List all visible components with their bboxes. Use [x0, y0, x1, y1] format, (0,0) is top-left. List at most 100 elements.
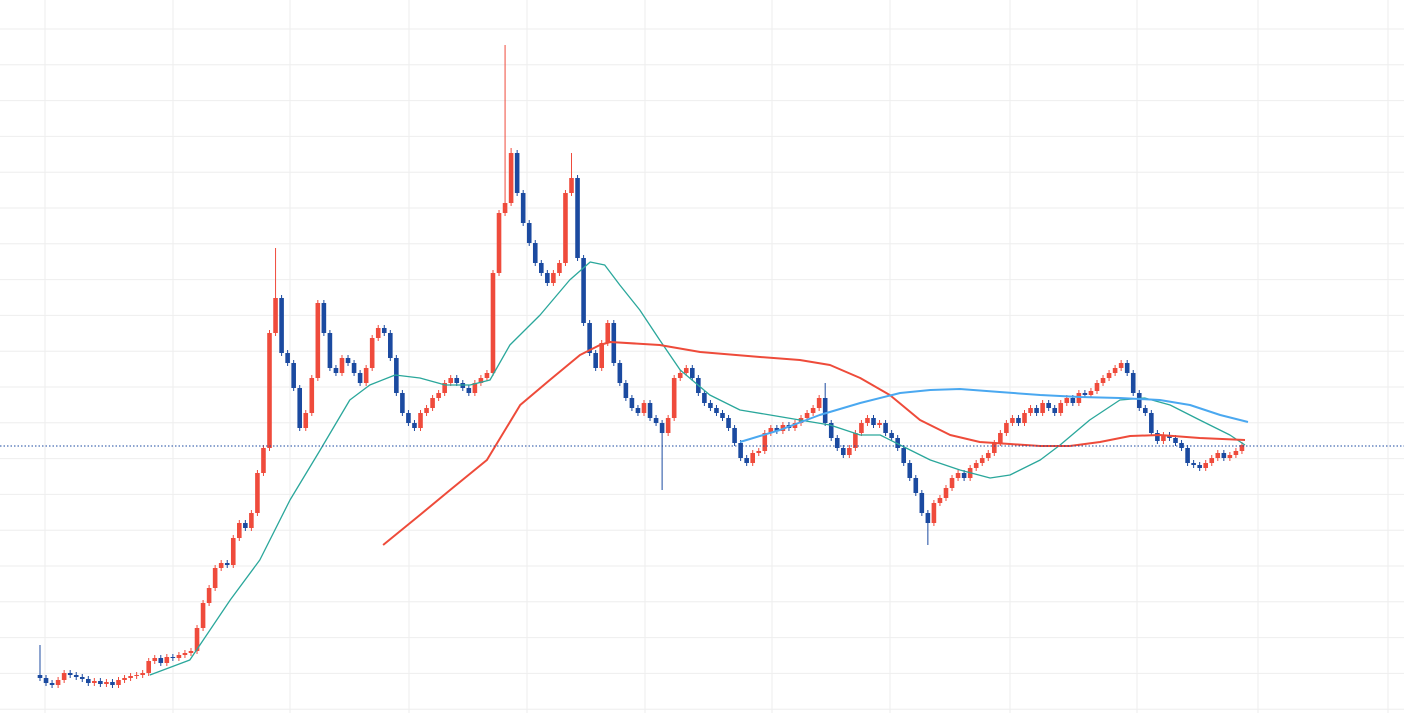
- candle-body: [472, 383, 478, 393]
- candle-body: [188, 651, 194, 653]
- candle-body: [865, 418, 870, 423]
- candle-body: [170, 657, 176, 658]
- candle-body: [768, 428, 774, 433]
- candle-body: [551, 273, 556, 283]
- candle-body: [297, 388, 303, 428]
- candle-body: [744, 458, 749, 463]
- candle-body: [937, 498, 943, 503]
- candle-body: [1082, 393, 1088, 395]
- candle-body: [1088, 391, 1094, 395]
- candle-body: [871, 418, 876, 425]
- candle-body: [200, 603, 206, 628]
- candle-body: [110, 682, 115, 685]
- candle-body: [810, 408, 816, 413]
- candle-body: [351, 363, 357, 373]
- candle-body: [43, 678, 49, 683]
- candle-body: [859, 423, 864, 433]
- candle-body: [599, 343, 605, 368]
- candle-body: [98, 681, 103, 684]
- candle-body: [291, 363, 296, 388]
- candle-body: [206, 588, 212, 603]
- candle-body: [659, 423, 665, 433]
- candle-body: [816, 398, 822, 408]
- candle-body: [1185, 448, 1190, 463]
- candle-body: [400, 393, 405, 413]
- candle-body: [1149, 413, 1154, 433]
- candle-body: [961, 473, 967, 478]
- candle-body: [1118, 363, 1124, 368]
- candle-body: [569, 178, 574, 193]
- candle-body: [955, 473, 961, 478]
- candle-body: [502, 203, 508, 213]
- candle-body: [841, 448, 846, 455]
- candle-body: [593, 353, 598, 368]
- candle-body: [1227, 455, 1233, 458]
- candle-body: [357, 373, 363, 383]
- candle-body: [702, 393, 707, 403]
- candle-body: [285, 353, 290, 363]
- candle-body: [315, 303, 321, 378]
- candle-body: [122, 678, 127, 680]
- candle-body: [901, 448, 907, 463]
- candle-body: [907, 463, 913, 478]
- candle-body: [774, 428, 780, 431]
- candle-body: [949, 478, 955, 488]
- candle-body: [647, 403, 653, 418]
- candle-body: [992, 443, 997, 453]
- candle-body: [243, 523, 248, 528]
- candle-body: [345, 358, 351, 363]
- candle-body: [55, 680, 61, 685]
- candle-body: [520, 193, 526, 223]
- candle-body: [128, 676, 133, 678]
- candle-body: [635, 408, 641, 413]
- candle-body: [237, 523, 242, 538]
- candle-body: [412, 423, 417, 428]
- candle-body: [1028, 408, 1033, 413]
- candle-body: [61, 673, 67, 680]
- candle-body: [140, 673, 145, 675]
- candle-body: [514, 153, 520, 193]
- candle-body: [267, 333, 272, 448]
- candle-body: [152, 658, 158, 661]
- candle-body: [466, 388, 472, 393]
- candle-body: [1197, 465, 1202, 468]
- candle-body: [1124, 363, 1130, 373]
- candle-body: [919, 493, 925, 513]
- candle-body: [690, 368, 695, 378]
- candle-body: [1179, 443, 1184, 448]
- candle-body: [327, 333, 333, 368]
- candle-body: [526, 223, 532, 243]
- candle-body: [1094, 383, 1100, 391]
- candle-body: [388, 333, 393, 358]
- candle-body: [79, 677, 85, 679]
- candle-body: [37, 675, 43, 678]
- candle-body: [164, 657, 170, 663]
- candle-body: [1058, 403, 1064, 413]
- candle-body: [557, 263, 562, 273]
- candle-body: [1161, 435, 1166, 441]
- candle-body: [931, 503, 937, 523]
- candle-body: [532, 243, 538, 263]
- candle-body: [67, 673, 73, 675]
- candle-body: [478, 378, 484, 383]
- moving-average-line: [382, 341, 1246, 546]
- candle-body: [442, 383, 447, 393]
- candle-body: [436, 393, 441, 398]
- candle-body: [581, 258, 586, 323]
- candle-body: [158, 658, 164, 663]
- candle-body: [1040, 403, 1045, 413]
- candle-body: [756, 451, 762, 453]
- candle-body: [883, 423, 888, 433]
- candle-body: [913, 478, 919, 493]
- candle-body: [104, 682, 109, 684]
- candle-body: [792, 423, 798, 428]
- candle-body: [224, 563, 230, 565]
- candle-body: [671, 378, 677, 418]
- candle-body: [1100, 378, 1106, 383]
- candle-body: [363, 368, 369, 383]
- candle-body: [1016, 418, 1021, 423]
- candle-body: [1076, 393, 1082, 403]
- candle-body: [1173, 438, 1178, 443]
- candle-body: [720, 413, 725, 418]
